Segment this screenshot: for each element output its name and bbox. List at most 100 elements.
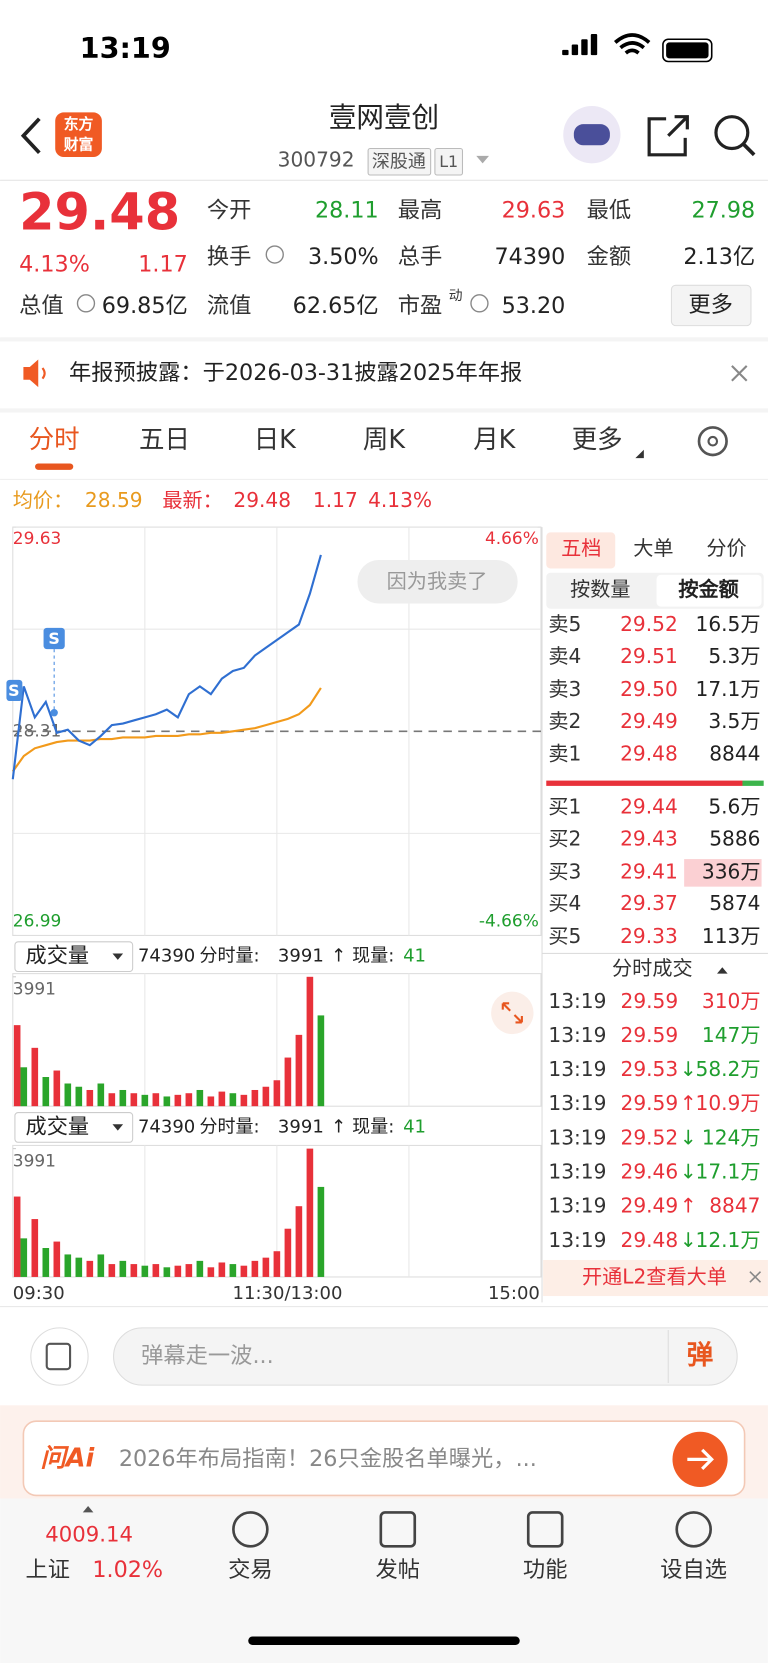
- tab[interactable]: 更多: [572, 425, 623, 455]
- nav-item[interactable]: 发帖: [376, 1557, 421, 1583]
- comment-settings[interactable]: [30, 1327, 89, 1386]
- l2-banner[interactable]: [543, 1259, 768, 1297]
- trade-time: 13:19: [548, 1194, 606, 1218]
- search-icon[interactable]: [714, 115, 750, 151]
- stock-name: 壹网壹创: [329, 101, 439, 134]
- info-icon[interactable]: [470, 294, 489, 313]
- volume-bar: [141, 1265, 149, 1277]
- comment-input[interactable]: [113, 1327, 738, 1386]
- logo-text: 东方: [64, 115, 94, 133]
- close-icon[interactable]: [731, 365, 748, 382]
- order-label: 卖5: [548, 612, 581, 636]
- nav-icon: [232, 1511, 269, 1548]
- back-button[interactable]: [20, 117, 41, 154]
- order-tab[interactable]: 分价: [706, 536, 746, 560]
- volume-bar: [240, 1265, 248, 1277]
- field-value: 2.13亿: [683, 244, 755, 270]
- annotation-bubble: [357, 559, 518, 604]
- notice-text[interactable]: 年报预披露：于2026-03-31披露2025年年报: [69, 360, 522, 386]
- volume-bar: [317, 1015, 325, 1107]
- tab[interactable]: 日K: [254, 425, 297, 455]
- share-icon[interactable]: [647, 115, 689, 157]
- order-label: 买2: [548, 826, 581, 850]
- volume-bar: [174, 1094, 182, 1107]
- order-volume: 5.3万: [708, 644, 760, 668]
- volume-bar: [295, 1034, 303, 1107]
- volume-selector[interactable]: [14, 1112, 134, 1143]
- volume-bar: [13, 1025, 21, 1107]
- order-volume: 3.5万: [708, 709, 760, 733]
- volume-bar: [251, 1089, 259, 1107]
- tab[interactable]: 五日: [139, 425, 190, 455]
- assistant-face: [573, 124, 610, 146]
- order-tab[interactable]: 大单: [633, 536, 673, 560]
- search-handle: [742, 142, 756, 157]
- field-value: 74390: [495, 244, 566, 270]
- volume-current: 41: [403, 946, 426, 967]
- trade-price: 29.59: [621, 1023, 679, 1047]
- volume-tick-label: 3991: [13, 979, 56, 999]
- tab[interactable]: 周K: [363, 425, 406, 455]
- volume-selector-label[interactable]: 成交量: [26, 1114, 90, 1139]
- trade-amount: 147万: [702, 1023, 761, 1047]
- index-pct[interactable]: 1.02%: [92, 1557, 163, 1583]
- nav-item[interactable]: 交易: [228, 1557, 273, 1583]
- mode-option[interactable]: 按金额: [678, 577, 739, 601]
- close-icon[interactable]: [749, 1271, 762, 1283]
- battery-level: [666, 42, 709, 59]
- volume-bar: [284, 1228, 292, 1277]
- field-label: 换手: [207, 244, 252, 270]
- order-label: 卖2: [548, 709, 581, 733]
- order-volume: 8844: [709, 742, 760, 766]
- info-icon[interactable]: [76, 294, 96, 313]
- order-price: 29.43: [620, 826, 678, 850]
- more-button-label[interactable]: 更多: [688, 292, 733, 318]
- marker[interactable]: [6, 679, 23, 702]
- info-icon[interactable]: [265, 245, 284, 264]
- volume-bar: [20, 1238, 28, 1277]
- order-price: 29.48: [620, 742, 678, 766]
- tab[interactable]: 分时: [29, 425, 80, 455]
- marker-label: S: [48, 629, 59, 648]
- ad-card[interactable]: [22, 1420, 746, 1497]
- volume-bar: [295, 1206, 303, 1277]
- expand-button[interactable]: [491, 991, 534, 1035]
- order-volume: 5874: [709, 891, 760, 915]
- settings-icon[interactable]: [697, 426, 728, 457]
- volume-selector[interactable]: [14, 941, 134, 973]
- dropdown-arrow[interactable]: [476, 155, 489, 164]
- volume-bar: [64, 1254, 72, 1277]
- order-price: 29.44: [620, 795, 678, 819]
- volume-bar: [218, 1091, 226, 1107]
- status-time: 13:19: [80, 31, 171, 65]
- order-volume: 5.6万: [708, 795, 760, 819]
- marker[interactable]: [43, 627, 65, 650]
- index-value[interactable]: 4009.14: [45, 1523, 133, 1548]
- volume-bar: [152, 1093, 160, 1107]
- stock-code: 300792: [278, 148, 355, 172]
- volume-selector-label[interactable]: 成交量: [26, 944, 90, 969]
- trade-time: 13:19: [548, 1057, 606, 1081]
- field-value: 27.98: [691, 198, 755, 224]
- order-tab[interactable]: 五档: [561, 536, 601, 560]
- l2-banner-text[interactable]: 开通L2查看大单: [582, 1265, 727, 1289]
- nav-item[interactable]: 功能: [523, 1557, 568, 1583]
- more-button[interactable]: [670, 284, 752, 327]
- dropdown-arrow: [112, 953, 124, 960]
- tab[interactable]: 月K: [473, 425, 516, 455]
- y-tick-label: 28.31: [13, 720, 62, 740]
- volume-current-label: 现量:: [352, 1116, 394, 1137]
- trade-price: 29.52: [621, 1125, 679, 1149]
- summary-change: 1.17: [313, 488, 358, 512]
- comment-placeholder[interactable]: 弹幕走一波...: [141, 1343, 274, 1369]
- index-name[interactable]: 上证: [26, 1557, 71, 1583]
- volume-bar: [218, 1262, 226, 1277]
- order-price: 29.49: [620, 709, 678, 733]
- field-label: 总值: [19, 293, 64, 319]
- volume-bar: [229, 1093, 237, 1107]
- volume-bar: [108, 1264, 116, 1277]
- volume-arrow: ↑: [331, 1116, 346, 1137]
- nav-item[interactable]: 设自选: [660, 1557, 727, 1583]
- mode-option[interactable]: 按数量: [570, 577, 630, 601]
- danmaku-button[interactable]: 弹: [687, 1340, 714, 1371]
